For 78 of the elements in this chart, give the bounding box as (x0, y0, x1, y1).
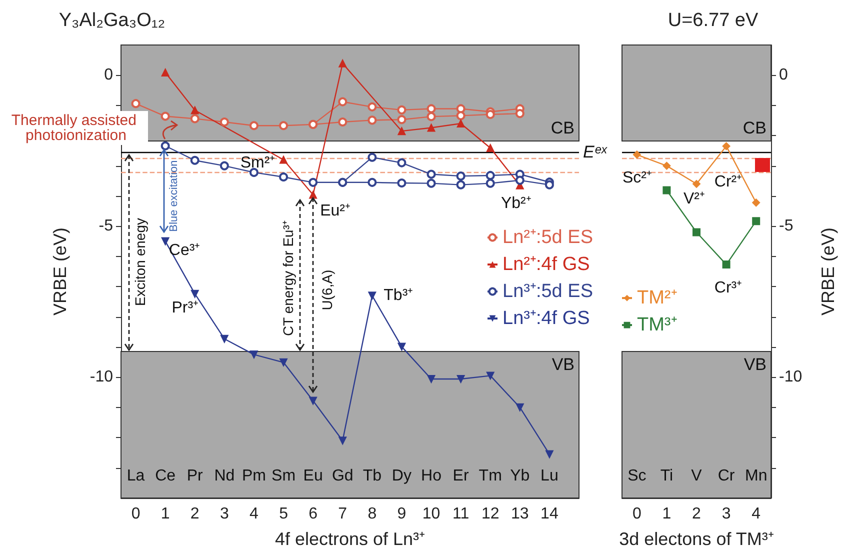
annotation: Thermally assisted photoionization (11, 112, 141, 144)
legend-label: Ln²⁺:5d ES (502, 227, 593, 248)
x-tick-label: 14 (540, 506, 558, 522)
y2-axis-title: VRBE (eV) (818, 227, 838, 316)
annotation: Cr (718, 468, 736, 484)
y2-tick-label: -5 (779, 218, 794, 235)
x-tick-label: 0 (131, 506, 140, 522)
annotation: Sm (272, 468, 296, 484)
annotation: Pr³⁺ (172, 299, 198, 316)
annotation: Sc²⁺ (622, 170, 652, 186)
x-tick-label: 1 (160, 506, 170, 522)
annotation: Tb³⁺ (384, 287, 413, 304)
annotation: Lu (540, 468, 558, 484)
x-tick-label: 2 (190, 506, 200, 522)
legend-label: Ln³⁺:4f GS (502, 308, 590, 329)
legend-label: Ln³⁺:5d ES (502, 281, 593, 302)
x-tick-label: 7 (338, 506, 348, 522)
annotation: Ti (660, 468, 674, 484)
annotation: Sc (628, 468, 646, 484)
annotation: Gd (332, 468, 354, 484)
legend-label: TM²⁺ (637, 288, 677, 309)
annotation: Er (452, 468, 470, 484)
band-label: VB (744, 355, 766, 374)
annotation: La (126, 468, 145, 484)
x-tick-label: 8 (368, 506, 377, 522)
annotation: Ce³⁺ (168, 242, 200, 259)
annotation: Eu²⁺ (320, 202, 350, 220)
annotation: Blue excitation (168, 160, 180, 232)
x-tick-label: 0 (632, 506, 642, 522)
ref-line-label: Eᵉˣ (583, 142, 608, 162)
chart-title: Y₃Al₂Ga₃O₁₂ (58, 10, 166, 31)
legend-label: TM³⁺ (637, 314, 677, 336)
x-tick-label: 1 (662, 506, 672, 522)
annotation: Sm²⁺ (240, 154, 275, 172)
chart-title: U=6.77 eV (668, 10, 758, 31)
annotation: Yb²⁺ (500, 194, 531, 212)
annotation: CT energy for Eu³⁺ (280, 220, 296, 336)
annotation: Pm (242, 468, 266, 484)
y-tick-label: -10 (90, 368, 114, 386)
annotation: Tb (362, 468, 382, 484)
annotation: Cr³⁺ (714, 280, 742, 296)
annotation: Cr²⁺ (714, 174, 742, 190)
annotation: Yb (510, 468, 530, 484)
annotation: Pr (186, 468, 204, 484)
y-axis-title: VRBE (eV) (50, 227, 70, 316)
band-label: CB (742, 118, 766, 138)
y2-tick-label: 0 (779, 66, 788, 84)
annotation: Dy (392, 468, 412, 484)
x-tick-label: 11 (452, 506, 470, 522)
x-tick-label: 3 (220, 506, 229, 522)
x-tick-label: 12 (481, 506, 500, 522)
x-axis-title: 3d electons of TM³⁺ (619, 529, 774, 549)
x-axis-title: 4f electrons of Ln³⁺ (274, 529, 426, 549)
band-label: VB (552, 355, 574, 374)
x-tick-label: 2 (692, 506, 702, 522)
y-tick-label: -5 (98, 218, 114, 235)
x-tick-label: 6 (308, 506, 318, 522)
annotation: Exciton enegy (132, 218, 148, 306)
y2-tick-label: -10 (779, 368, 802, 386)
y-tick-label: 0 (104, 66, 114, 84)
annotation: U(6,A) (319, 270, 335, 310)
annotation: Tm (478, 468, 502, 484)
x-tick-label: 10 (422, 506, 440, 522)
x-tick-label: 3 (722, 506, 731, 522)
annotation: V (691, 468, 702, 484)
annotation: Eu (303, 468, 323, 484)
annotation: Ho (421, 468, 442, 484)
x-tick-label: 4 (752, 506, 761, 522)
x-tick-label: 5 (279, 506, 288, 522)
legend-label: Ln²⁺:4f GS (502, 254, 590, 275)
annotation: Nd (214, 468, 235, 484)
x-tick-label: 4 (250, 506, 259, 522)
annotation: Ce (155, 468, 176, 484)
annotation: Mn (744, 468, 768, 484)
annotation: V²⁺ (684, 190, 704, 208)
x-tick-label: 9 (397, 506, 406, 522)
x-tick-label: 13 (511, 506, 529, 522)
band-label: CB (550, 118, 574, 138)
